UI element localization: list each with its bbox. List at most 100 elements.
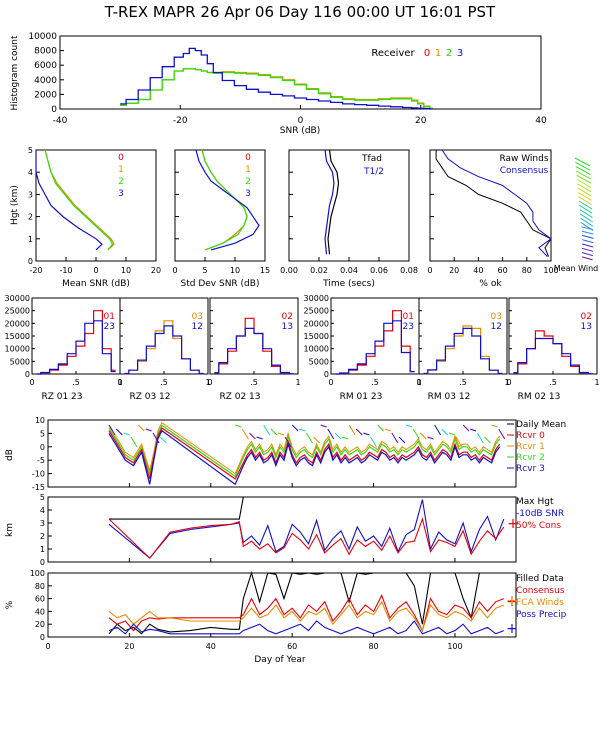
rm-01-23-x-axis-label: RM 01 23 [340, 392, 383, 402]
heights-y-tick-label: 1 [40, 545, 45, 554]
filled-data-filled-data-line [108, 571, 504, 635]
time-series-T1-2-line [324, 149, 335, 255]
mean-snr-legend-2: 2 [118, 177, 124, 187]
wind-barb [256, 436, 263, 440]
mean-snr-y-tick-label: 5 [28, 146, 33, 155]
rz-01-23-x-tick-label: .5 [72, 378, 80, 387]
wind-barb [405, 424, 413, 428]
histogram-y-tick-label: 2000 [34, 90, 57, 100]
heights-end-marker: + [507, 516, 519, 532]
pct-ok-series-consensus-line [441, 149, 552, 257]
mean-wind-barb [582, 239, 594, 244]
rm-03-12-legend-b: 12 [491, 322, 502, 332]
mean-wind-barb [582, 234, 594, 239]
histogram-y-axis-label: Histogram count [10, 35, 20, 110]
rz-01-23-series-23-line [36, 320, 116, 375]
wind-barb [130, 436, 138, 448]
mean-snr-x-tick-label: 0 [93, 266, 98, 275]
heights-y-tick-label: 3 [40, 519, 45, 528]
daily-snr-y-tick-label: -15 [32, 483, 45, 492]
pct-ok-x-tick-label: 20 [449, 266, 459, 275]
heights-y-tick-label: 2 [40, 532, 45, 541]
rm-01-23-series-23-line [335, 320, 415, 375]
mean-wind-barb [575, 161, 591, 171]
daily-snr-rcvr-3-line [108, 429, 501, 486]
mean-snr-legend-3: 3 [118, 189, 124, 199]
filled-data-y-tick-label: 20 [35, 620, 45, 629]
daily-snr-rcvr-0-line [108, 427, 501, 480]
mean-wind-barb [579, 213, 593, 223]
time-x-tick-label: 0.08 [400, 266, 418, 275]
heights-legend-2: 50% Cons [516, 521, 561, 531]
filled-data-x-tick-label: 20 [124, 642, 134, 651]
daily-snr-rcvr-2-line [108, 424, 501, 478]
heights-legend-0: Max Hgt [516, 497, 554, 507]
std-snr-legend-2: 2 [245, 177, 251, 187]
rz-03-12-x-tick-label: 1 [205, 378, 210, 387]
std-snr-x-axis-label: Std Dev SNR (dB) [181, 279, 260, 289]
wind-barb [391, 432, 399, 444]
wind-barb [299, 428, 306, 432]
filled-data-x-tick-label: 60 [287, 642, 297, 651]
heights-y-tick-label: 5 [40, 493, 45, 502]
wind-barb [277, 432, 285, 436]
rz-02-13-x-axis-label: RZ 02 13 [219, 392, 260, 402]
mean-wind-barb [579, 209, 593, 219]
daily-snr-y-tick-label: 5 [40, 429, 45, 438]
rz-01-23-y-tick-label: 15000 [5, 332, 30, 341]
daily-snr-legend-rcvr-0: Rcvr 0 [516, 431, 545, 441]
rm-01-23-x-tick-label: 0 [328, 378, 333, 387]
mean-snr-y-tick-label: 3 [28, 190, 33, 199]
rz-02-13-series-13-line [214, 327, 294, 375]
daily-snr-rcvr-1-line [108, 421, 501, 475]
std-snr-series-3-line [195, 149, 260, 251]
std-snr-x-tick-label: 5 [202, 266, 207, 275]
wind-barb [152, 432, 160, 444]
mean-wind-barb [579, 204, 593, 214]
mean-wind-barb [577, 187, 592, 197]
histogram-x-tick-label: -40 [53, 116, 68, 126]
rm-01-23-x-tick-label: .5 [371, 378, 379, 387]
rz-02-13-x-tick-label: 1 [295, 378, 300, 387]
histogram-legend-item-3: 3 [457, 48, 463, 59]
daily-snr-y-tick-label: -5 [37, 456, 45, 465]
heights-y-axis-label: km [5, 523, 15, 537]
daily-snr-legend-rcvr-1: Rcvr 1 [516, 442, 545, 452]
wind-barb [263, 424, 271, 436]
histogram-legend-item-2: 2 [446, 48, 452, 59]
wind-barb [455, 436, 463, 448]
filled-data-poss-precip-line [108, 620, 505, 635]
wind-barb [348, 424, 356, 436]
wind-barb [137, 424, 145, 432]
rz-01-23-y-tick-label: 30000 [5, 294, 30, 303]
filled-data-end-marker: + [506, 594, 518, 610]
mean-snr-x-tick-label: -10 [59, 266, 72, 275]
pct-ok-x-tick-label: 100 [543, 266, 558, 275]
std-snr-x-tick-label: 15 [260, 266, 270, 275]
wind-barb [116, 428, 123, 436]
wind-barb [434, 424, 442, 436]
rz-01-23-y-tick-label: 10000 [5, 345, 30, 354]
wind-barb [249, 432, 256, 440]
mean-wind-barb [575, 170, 591, 180]
mean-snr-y-tick-label: 4 [28, 168, 33, 177]
wind-barb [370, 436, 377, 448]
wind-barb [291, 424, 299, 432]
heights-max-hgt-line [109, 496, 504, 520]
mean-wind-barb [576, 174, 592, 184]
filled-data-y-axis-label: % [5, 600, 15, 609]
histogram-y-tick-label: 8000 [34, 47, 57, 57]
time-series-Tfad-line [327, 149, 340, 255]
mean-snr-x-tick-label: -20 [29, 266, 42, 275]
histogram-x-tick-label: 40 [535, 116, 547, 126]
rm-03-12-x-tick-label: 0 [416, 378, 421, 387]
mean-snr-series-3-line [35, 150, 103, 251]
pct-ok-x-tick-label: 40 [473, 266, 483, 275]
rz-03-12-legend-a: 03 [192, 312, 203, 322]
filled-data-x-tick-label: 100 [447, 642, 462, 651]
mean-snr-x-axis-label: Mean SNR (dB) [62, 279, 130, 289]
rz-01-23-y-tick-label: 25000 [5, 307, 30, 316]
mean-wind-barb [578, 196, 593, 206]
rz-01-23-legend-a: 01 [104, 312, 115, 322]
std-snr-frame [174, 149, 266, 262]
